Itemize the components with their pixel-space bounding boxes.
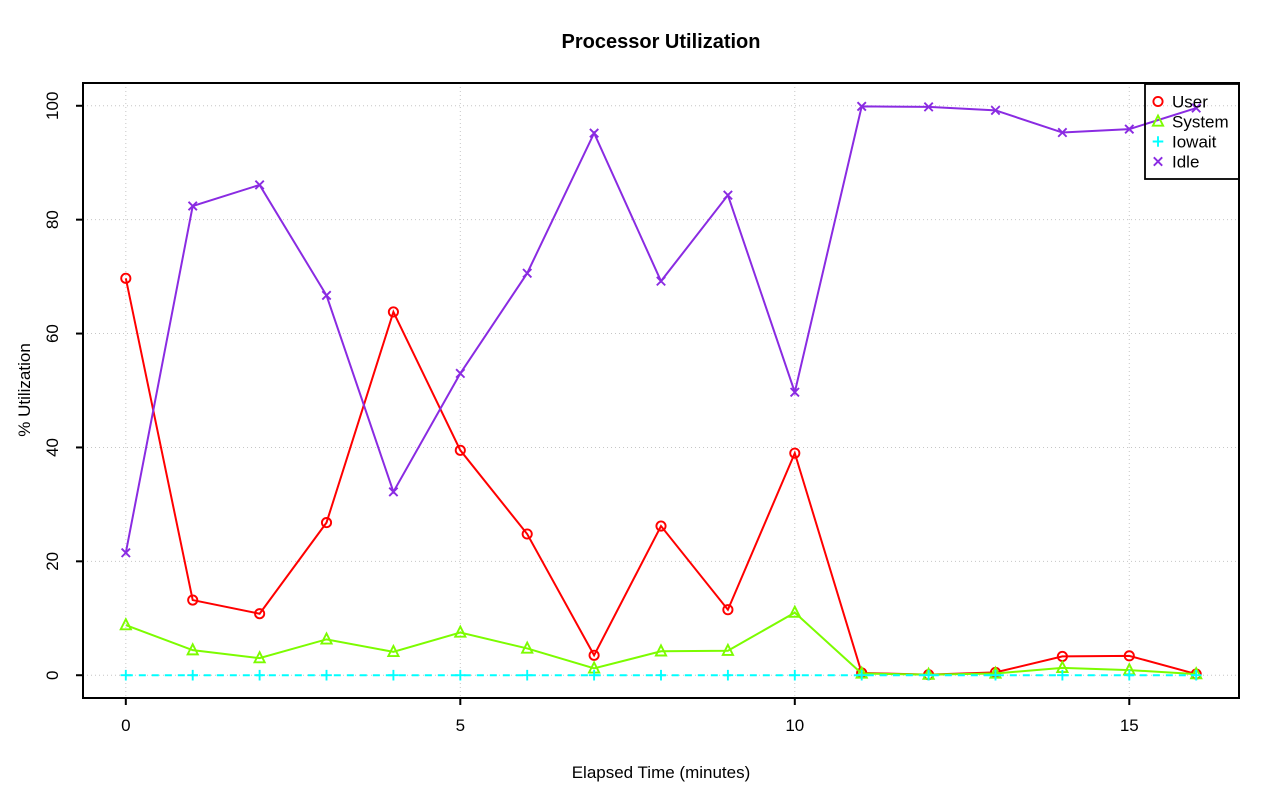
y-tick-label: 40 [43,438,62,457]
x-tick-label: 5 [456,716,465,735]
series-system-marker [654,643,668,657]
series-iowait-marker [321,669,332,681]
series-system-marker [319,631,334,645]
legend-label-idle: Idle [1172,153,1199,172]
series-iowait-marker [1190,669,1202,681]
legend-box [1144,83,1240,180]
series-user-marker [1123,650,1135,662]
y-tick-label: 20 [43,552,62,571]
series-user-marker [387,306,399,318]
series-system-line [125,611,1197,676]
plot-border [82,82,1240,699]
series-iowait-marker [521,669,533,681]
series-iowait-marker [655,669,667,681]
series-system-marker [721,642,735,656]
series-iowait-marker [120,669,132,681]
series-user-marker [120,272,132,284]
series-idle-marker [388,486,399,497]
series-iowait-marker [923,669,934,681]
legend-label-system: System [1172,113,1229,132]
series-idle-marker [1057,127,1068,138]
series-system-marker [788,604,802,618]
legend-label-user: User [1172,93,1208,112]
series-iowait-marker [388,669,399,681]
y-tick-label: 60 [43,324,62,343]
x-tick-label: 10 [785,716,804,735]
axes-layer: 0 5 10 15 0 20 40 60 80 100 [43,82,1240,735]
series-idle-marker [254,180,265,190]
chart-title: Processor Utilization [562,31,761,53]
series-iowait-marker [187,669,199,681]
series-idle-marker [1124,124,1135,134]
legend-marker-idle [1153,156,1163,167]
series-idle-marker [789,387,800,398]
legend-marker-iowait [1152,136,1164,147]
x-tick-label: 0 [121,716,130,735]
series-iowait-marker [722,669,734,681]
y-tick-label: 0 [43,670,62,679]
series-system-marker [119,617,133,631]
series-idle-marker [923,102,934,112]
series-iowait-marker [1123,669,1135,681]
series-user-marker [320,517,333,529]
series-user-marker [789,447,801,459]
series-layer [119,101,1203,681]
series-idle-marker [723,190,733,201]
series-system-marker [386,643,401,658]
series-idle-marker [120,547,131,558]
series-idle-marker [187,201,198,211]
legend-marker-user [1152,95,1164,108]
grid-layer [83,83,1239,698]
legend-marker-system [1151,113,1165,127]
series-iowait-marker [1057,669,1068,681]
series-idle-marker [455,368,466,379]
series-idle-marker [990,105,1001,116]
series-user-marker [521,528,533,540]
series-system-marker [453,624,467,638]
series-iowait-marker [990,669,1001,681]
series-idle-marker [1191,103,1202,113]
series-user-line [124,278,1197,676]
series-idle-marker [589,128,599,138]
x-tick-label: 15 [1120,716,1139,735]
series-system-marker [186,642,200,656]
series-iowait-marker [789,669,801,681]
legend-label-iowait: Iowait [1172,133,1217,152]
series-user-marker [722,604,734,616]
series-user-marker [655,520,667,532]
series-idle-marker [321,290,332,301]
series-idle-marker [522,268,533,279]
y-tick-label: 80 [43,210,62,229]
series-user-marker [187,594,199,606]
y-tick-label: 100 [43,92,62,120]
series-idle-line [124,105,1197,553]
series-system-marker [520,640,534,654]
series-iowait-marker [856,669,867,681]
series-user-marker [588,649,600,661]
x-axis-title: Elapsed Time (minutes) [572,763,751,782]
series-system-marker [252,650,267,664]
series-idle-marker [856,101,867,112]
series-idle-marker [656,276,666,287]
series-iowait-marker [455,669,466,681]
series-user-marker [254,608,266,620]
y-axis-title: % Utilization [15,343,34,437]
series-iowait-marker [588,669,600,681]
series-user-marker [454,444,466,456]
series-iowait-marker [254,669,265,681]
